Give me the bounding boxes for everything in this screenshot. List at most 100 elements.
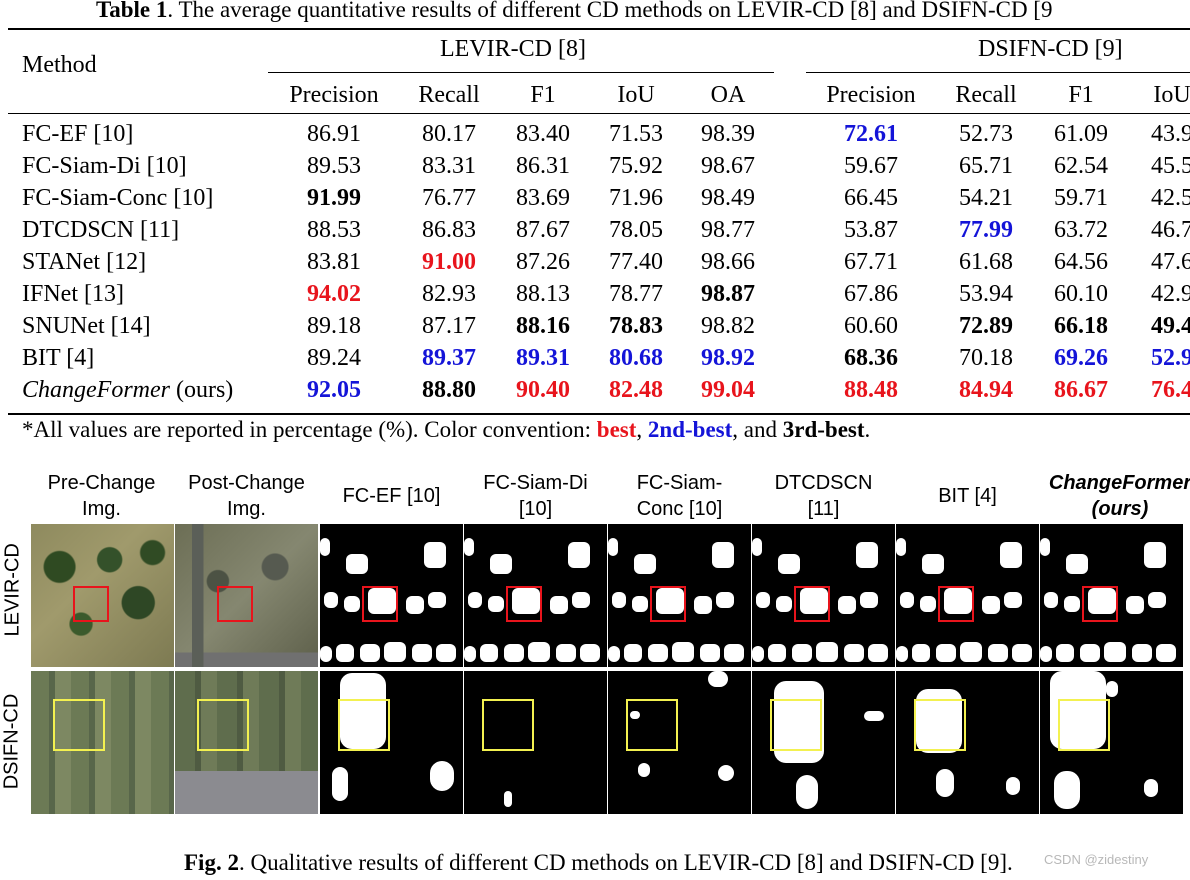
table-bottom-rule [8,413,1190,415]
change-region [612,592,626,608]
change-region [936,769,954,797]
dsifn-value: 60.10 [1054,281,1108,307]
levir-value: 88.53 [307,217,361,243]
levir-value: 98.66 [701,249,755,275]
levir-value: 98.82 [701,313,755,339]
change-region [724,644,744,662]
change-region [464,538,474,556]
change-region [756,592,770,608]
change-region [340,673,386,749]
dsifn-value: 53.87 [844,217,898,243]
change-region [1054,771,1080,809]
change-region [556,644,576,662]
levir-value: 86.83 [422,217,476,243]
change-region [1088,588,1116,614]
levir-value: 78.77 [609,281,663,307]
levir-post-image [175,524,318,667]
change-region [1012,644,1032,662]
method-name: IFNet [13] [22,281,124,307]
dsifn-value: 72.61 [844,121,898,147]
dsifn-value: 47.6 [1151,249,1190,275]
figure-caption-text: . Qualitative results of different CD me… [238,850,1013,875]
change-region [630,711,640,719]
change-region [528,642,550,662]
levir-value: 89.37 [422,345,476,371]
change-region [384,642,406,662]
dsifn-pre-image [31,671,174,814]
change-region [580,644,600,662]
change-region [368,588,396,614]
levir-metric-header: Precision [289,82,379,108]
dsifn-value: 68.36 [844,345,898,371]
change-region [428,592,446,608]
change-region [768,644,786,662]
change-region [792,644,812,662]
levir-highlight-box [217,586,253,622]
change-region [896,646,908,662]
dsifn-value: 84.94 [959,377,1013,403]
levir-value: 86.31 [516,153,570,179]
change-region [844,644,864,662]
levir-value: 98.87 [701,281,755,307]
dsifn-mask-fcsiamdi [464,671,607,814]
change-region [436,644,456,662]
table-caption-text: . The average quantitative results of di… [167,0,1053,22]
levir-highlight-box [506,586,542,622]
levir-metric-header: F1 [530,82,556,108]
note-second: 2nd-best [647,417,733,442]
change-region [324,592,338,608]
change-region [1066,554,1088,574]
levir-value: 87.17 [422,313,476,339]
levir-value: 89.53 [307,153,361,179]
change-region [430,761,454,791]
levir-value: 87.67 [516,217,570,243]
change-region [1000,542,1022,568]
dsifn-metric-header: IoU [1153,82,1190,108]
levir-value: 83.81 [307,249,361,275]
method-name-italic: ChangeFormer [22,377,170,403]
change-region [1004,592,1022,608]
levir-value: 83.69 [516,185,570,211]
change-region [656,588,684,614]
change-region [1080,644,1100,662]
dsifn-value: 59.67 [844,153,898,179]
change-region [320,538,330,556]
fig-header-bit: BIT [4] [938,485,997,507]
change-region [922,554,944,574]
dsifn-highlight-box [482,699,534,751]
dsifn-highlight-box [626,699,678,751]
change-region [1148,592,1166,608]
levir-mask-fcsiamdi [464,524,607,667]
change-region [412,644,432,662]
change-region [568,542,590,568]
dsifn-value: 64.56 [1054,249,1108,275]
dsifn-highlight-box [53,699,105,751]
change-region [320,646,332,662]
levir-metric-header: Recall [418,82,480,108]
dsifn-metric-header: Recall [955,82,1017,108]
change-region [1144,542,1166,568]
change-region [332,767,348,801]
change-region [360,644,380,662]
note-third: 3rd-best [782,417,865,442]
figure-caption: Fig. 2. Qualitative results of different… [184,850,1013,876]
change-region [1144,779,1158,797]
levir-metric-header: OA [710,82,746,108]
change-region [1106,681,1118,697]
levir-value: 98.67 [701,153,755,179]
levir-value: 98.92 [701,345,755,371]
note-end: . [864,417,871,442]
dsifn-value: 86.67 [1054,377,1108,403]
fig-header-fcef: FC-EF [10] [342,485,441,507]
change-region [1006,777,1020,795]
levir-metric-header: IoU [617,82,655,108]
levir-pre-image [31,524,174,667]
table-caption-label: Table 1 [96,0,168,22]
change-region [464,646,476,662]
table-note: *All values are reported in percentage (… [22,417,870,443]
levir-value: 80.17 [422,121,476,147]
dsifn-header: DSIFN-CD [9] [978,36,1123,62]
change-region [1156,644,1176,662]
levir-value: 83.31 [422,153,476,179]
dsifn-value: 46.7 [1151,217,1190,243]
